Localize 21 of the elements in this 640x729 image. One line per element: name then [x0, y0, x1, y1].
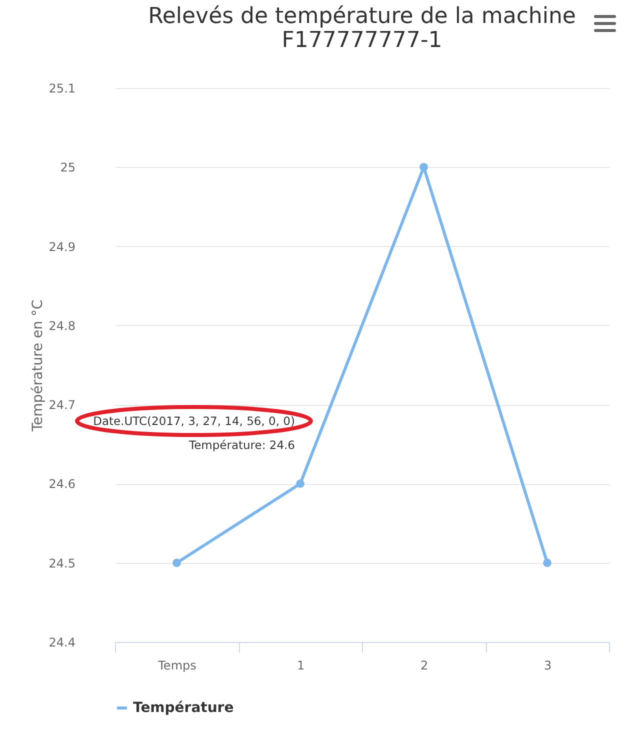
- point: [420, 162, 428, 172]
- y-tick-label: 24.9: [48, 240, 76, 254]
- x-tick-label: 1: [296, 658, 305, 672]
- y-tick-label: 25: [60, 160, 76, 175]
- x-tick-label: 3: [544, 658, 552, 672]
- point: [296, 480, 304, 488]
- point: [172, 558, 181, 568]
- y-tick-label: 25.1: [48, 82, 76, 96]
- annotation: Température: 24.6: [188, 438, 295, 452]
- x-tick-label: Temps: [157, 658, 196, 672]
- y-tick-label: 24.6: [48, 477, 76, 492]
- chart-title: Relevés de température de la machine F177777777-1: [148, 4, 576, 53]
- y-tick-label: 24.4: [48, 636, 76, 650]
- x-tick-label: 2: [420, 658, 428, 672]
- annotation: Date.UTC(2017, 3, 27, 14, 56, 0, 0): [93, 414, 295, 428]
- legend-label: Température: [133, 700, 234, 716]
- y-tick-label: 24.7: [48, 398, 76, 412]
- y-tick-label: 24.5: [48, 556, 76, 570]
- y-axis-title: Température en °C: [30, 299, 46, 432]
- y-tick-label: 24.8: [48, 318, 76, 333]
- point: [543, 558, 552, 568]
